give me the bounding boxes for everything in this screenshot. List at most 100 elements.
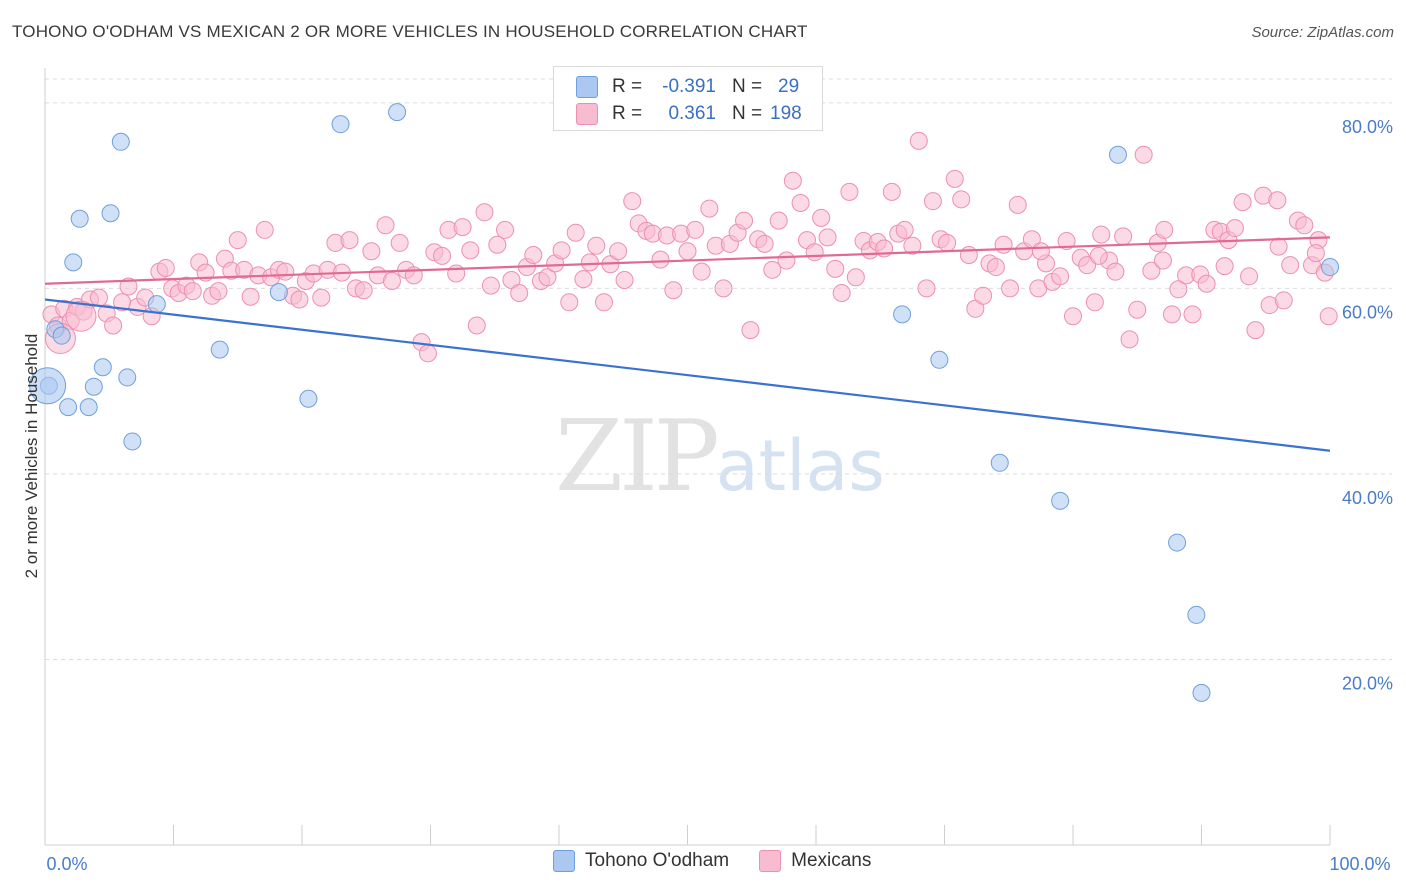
series-tohono-oodham xyxy=(29,103,1339,702)
legend-swatch xyxy=(576,103,598,125)
data-point xyxy=(840,182,859,201)
data-point xyxy=(104,316,123,335)
data-point xyxy=(1092,225,1111,244)
data-point xyxy=(488,235,507,254)
data-point xyxy=(846,268,865,287)
legend-n-label: N = xyxy=(732,76,763,97)
data-point xyxy=(560,293,579,312)
data-point xyxy=(510,284,529,303)
data-point xyxy=(623,192,642,211)
data-point xyxy=(930,350,949,369)
data-point xyxy=(1187,605,1206,624)
data-point xyxy=(1051,491,1070,510)
source-label: Source: ZipAtlas.com xyxy=(1251,24,1394,41)
data-point xyxy=(1057,232,1076,251)
data-point xyxy=(84,377,103,396)
legend-r-label: R = xyxy=(612,103,643,124)
data-point xyxy=(895,220,914,239)
data-point xyxy=(269,283,288,302)
data-point xyxy=(1233,193,1252,212)
data-point xyxy=(909,131,928,150)
data-point xyxy=(1142,261,1161,280)
data-point xyxy=(1064,307,1082,326)
data-point xyxy=(552,241,571,260)
data-point xyxy=(390,233,409,252)
data-point xyxy=(903,236,922,255)
data-point xyxy=(524,245,543,264)
data-point xyxy=(1240,267,1259,286)
data-point xyxy=(276,262,295,281)
data-point xyxy=(119,277,138,296)
data-point xyxy=(755,234,774,253)
data-point xyxy=(433,246,452,265)
watermark-zip: ZIP xyxy=(555,400,720,514)
data-point xyxy=(826,259,845,278)
data-point xyxy=(1183,305,1202,324)
chart-title: TOHONO O'ODHAM VS MEXICAN 2 OR MORE VEHI… xyxy=(12,22,808,41)
trend-lines xyxy=(44,236,1331,452)
data-point xyxy=(228,231,247,250)
data-point xyxy=(769,211,788,230)
y-tick-label: 40.0% xyxy=(1342,488,1393,508)
data-point xyxy=(1168,533,1187,552)
data-point xyxy=(686,220,705,239)
data-point xyxy=(1134,145,1153,164)
legend-row-mexicans: R = 0.361 N = 198 xyxy=(576,101,810,127)
data-point xyxy=(1001,279,1020,298)
data-point xyxy=(1225,219,1244,238)
data-point xyxy=(1319,307,1338,326)
data-point xyxy=(692,262,711,281)
data-point xyxy=(118,368,137,387)
data-point xyxy=(210,340,229,359)
grid-lines xyxy=(45,78,1392,660)
data-point xyxy=(538,268,557,287)
bottom-legend-label: Tohono O'odham xyxy=(585,850,730,871)
y-tick-label: 80.0% xyxy=(1342,117,1393,137)
trend-line-mexicans xyxy=(44,236,1331,285)
legend-n-label: N = xyxy=(732,103,763,124)
data-point xyxy=(382,271,401,290)
data-point xyxy=(1120,330,1139,349)
data-point xyxy=(1268,191,1287,210)
y-tick-label: 60.0% xyxy=(1342,302,1393,322)
data-point xyxy=(1274,291,1293,310)
data-point xyxy=(376,216,395,235)
x-tick-label: 100.0% xyxy=(1329,854,1390,874)
data-point xyxy=(700,199,719,218)
data-point xyxy=(1306,244,1325,263)
data-point xyxy=(812,208,831,227)
data-point-large xyxy=(29,367,67,405)
data-point xyxy=(93,358,112,377)
data-point xyxy=(255,220,274,239)
data-point xyxy=(1169,280,1188,299)
bottom-legend-item-tohono: Tohono O'odham xyxy=(553,850,729,872)
data-point-large xyxy=(65,300,97,332)
data-point xyxy=(1114,227,1133,246)
data-point xyxy=(453,218,472,237)
legend-r-value: 0.361 xyxy=(668,103,716,124)
data-point xyxy=(741,321,760,340)
y-axis-label: 2 or more Vehicles in Household xyxy=(22,334,41,579)
data-point xyxy=(1197,274,1216,293)
data-point xyxy=(475,203,494,222)
data-point xyxy=(959,245,978,264)
data-point xyxy=(938,233,957,252)
legend-n-value: 198 xyxy=(770,103,802,124)
data-point xyxy=(609,242,628,261)
data-point xyxy=(241,287,260,306)
data-point xyxy=(990,453,1009,472)
watermark: ZIPatlas xyxy=(555,400,885,514)
data-point xyxy=(481,276,500,295)
data-point xyxy=(832,284,851,303)
data-point xyxy=(299,389,318,408)
data-point xyxy=(89,288,108,307)
data-point xyxy=(101,204,120,223)
data-point xyxy=(615,271,634,290)
data-point xyxy=(290,290,309,309)
data-point xyxy=(1153,251,1172,270)
data-point xyxy=(574,270,593,289)
data-point xyxy=(183,282,202,301)
data-point xyxy=(594,293,613,312)
data-point xyxy=(1051,267,1070,286)
